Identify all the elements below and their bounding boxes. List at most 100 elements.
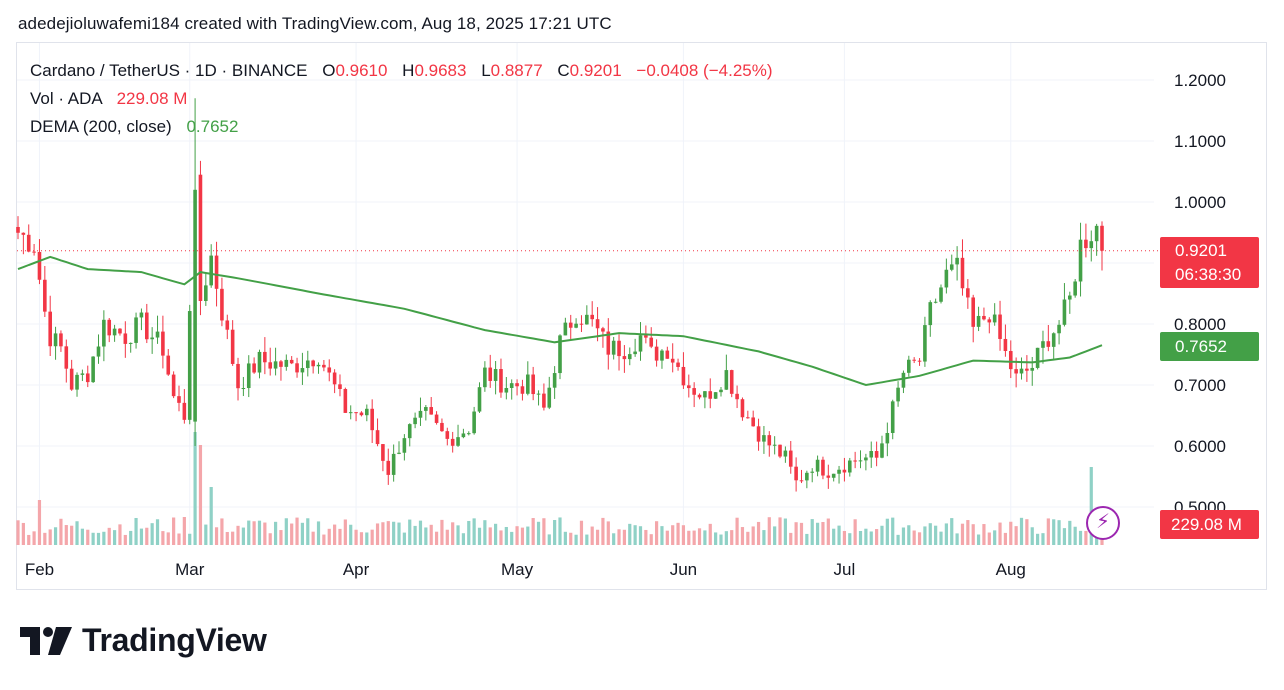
volume-bar <box>1014 526 1018 545</box>
candle-body <box>139 312 144 318</box>
volume-bar <box>107 527 111 545</box>
candle-body <box>1062 299 1067 325</box>
candle-body <box>327 367 332 373</box>
change-value: −0.0408 (−4.25%) <box>636 61 773 80</box>
volume-bar <box>96 532 101 545</box>
candle-body <box>1084 239 1088 249</box>
volume-bar <box>730 530 734 545</box>
candle-body <box>1014 369 1018 374</box>
volume-bar <box>370 529 374 545</box>
candle-body <box>483 367 487 388</box>
candle-body <box>16 226 20 233</box>
volume-bar <box>574 534 578 545</box>
candle-body <box>75 374 79 390</box>
candle-body <box>91 356 95 383</box>
candle-body <box>654 346 659 361</box>
candle-body <box>193 189 197 422</box>
candle-body <box>1035 347 1040 368</box>
candle-body <box>805 472 809 481</box>
volume-bar <box>703 530 707 545</box>
candle-body <box>885 433 890 444</box>
volume-bar <box>472 518 476 545</box>
volume-bar <box>880 525 884 545</box>
chart-frame[interactable] <box>16 42 1267 590</box>
candle-body <box>976 315 981 327</box>
candle-body <box>746 417 750 419</box>
volume-bar <box>681 525 686 545</box>
volume-bar <box>134 517 138 545</box>
legend-volume[interactable]: Vol · ADA 229.08 M <box>30 89 187 109</box>
volume-bar <box>365 532 369 545</box>
candle-body <box>225 320 230 330</box>
volume-bar <box>837 525 841 545</box>
lightning-icon[interactable]: ⚡ <box>1086 506 1120 540</box>
time-tick-label: Apr <box>343 560 370 579</box>
volume-bar <box>944 523 948 545</box>
candle-body <box>171 374 176 397</box>
volume-bar <box>617 529 621 545</box>
candle-body <box>526 374 530 394</box>
candle-body <box>960 257 965 289</box>
volume-bar <box>891 517 895 545</box>
volume-bar <box>998 522 1002 545</box>
candle-body <box>660 350 664 361</box>
volume-bar <box>832 528 836 545</box>
volume-bar <box>445 529 449 545</box>
candle-body <box>48 311 52 347</box>
candle-body <box>85 373 90 383</box>
volume-bar <box>1041 533 1045 545</box>
candle-body <box>118 328 122 334</box>
tradingview-logo[interactable]: TradingView <box>20 622 267 659</box>
volume-bar <box>697 528 702 545</box>
volume-bar <box>1057 520 1061 545</box>
candle-body <box>864 457 868 461</box>
candle-body <box>1051 333 1056 347</box>
volume-bar <box>939 531 943 545</box>
candle-body <box>928 302 933 326</box>
legend-ohlc[interactable]: Cardano / TetherUS · 1D · BINANCE O0.961… <box>30 61 773 81</box>
volume-bar <box>504 526 508 545</box>
candle-body <box>268 362 273 369</box>
candle-body <box>783 450 788 457</box>
volume-bar <box>520 527 525 545</box>
candle-body <box>563 322 568 336</box>
candle-body <box>890 401 895 434</box>
candle-body <box>204 285 208 301</box>
candle-body <box>466 433 471 435</box>
candle-body <box>257 351 262 373</box>
symbol-name[interactable]: Cardano / TetherUS · 1D · BINANCE <box>30 61 308 80</box>
candle-body <box>316 364 321 367</box>
candle-body <box>837 469 841 474</box>
candle-body <box>998 314 1002 339</box>
candle-body <box>831 473 836 478</box>
volume-bar <box>263 522 267 545</box>
volume-bar <box>477 527 482 545</box>
volume-label: Vol · ADA <box>30 89 102 108</box>
volume-bar <box>21 522 25 545</box>
volume-bar <box>606 521 610 545</box>
volume-bar <box>198 445 203 545</box>
candle-body <box>644 335 648 338</box>
volume-bar <box>327 528 331 545</box>
volume-bar <box>413 525 417 545</box>
volume-bar <box>311 531 315 545</box>
volume-bar <box>595 529 600 545</box>
candle-body <box>982 315 986 320</box>
volume-bar <box>129 530 133 545</box>
volume-bar <box>322 534 326 545</box>
candle-body <box>966 288 970 298</box>
volume-bar <box>231 531 235 545</box>
volume-bar <box>858 530 863 545</box>
volume-bar <box>333 524 337 545</box>
candle-body <box>676 362 680 367</box>
chart-attribution: adedejioluwafemi184 created with Trading… <box>18 14 612 33</box>
candle-body <box>263 351 267 363</box>
volume-tag: 229.08 M <box>1160 510 1259 539</box>
volume-bar <box>300 522 305 545</box>
volume-bar <box>585 534 589 545</box>
candle-body <box>552 373 557 388</box>
volume-bar <box>955 533 959 545</box>
volume-bar <box>338 528 342 545</box>
legend-dema[interactable]: DEMA (200, close) 0.7652 <box>30 117 238 137</box>
